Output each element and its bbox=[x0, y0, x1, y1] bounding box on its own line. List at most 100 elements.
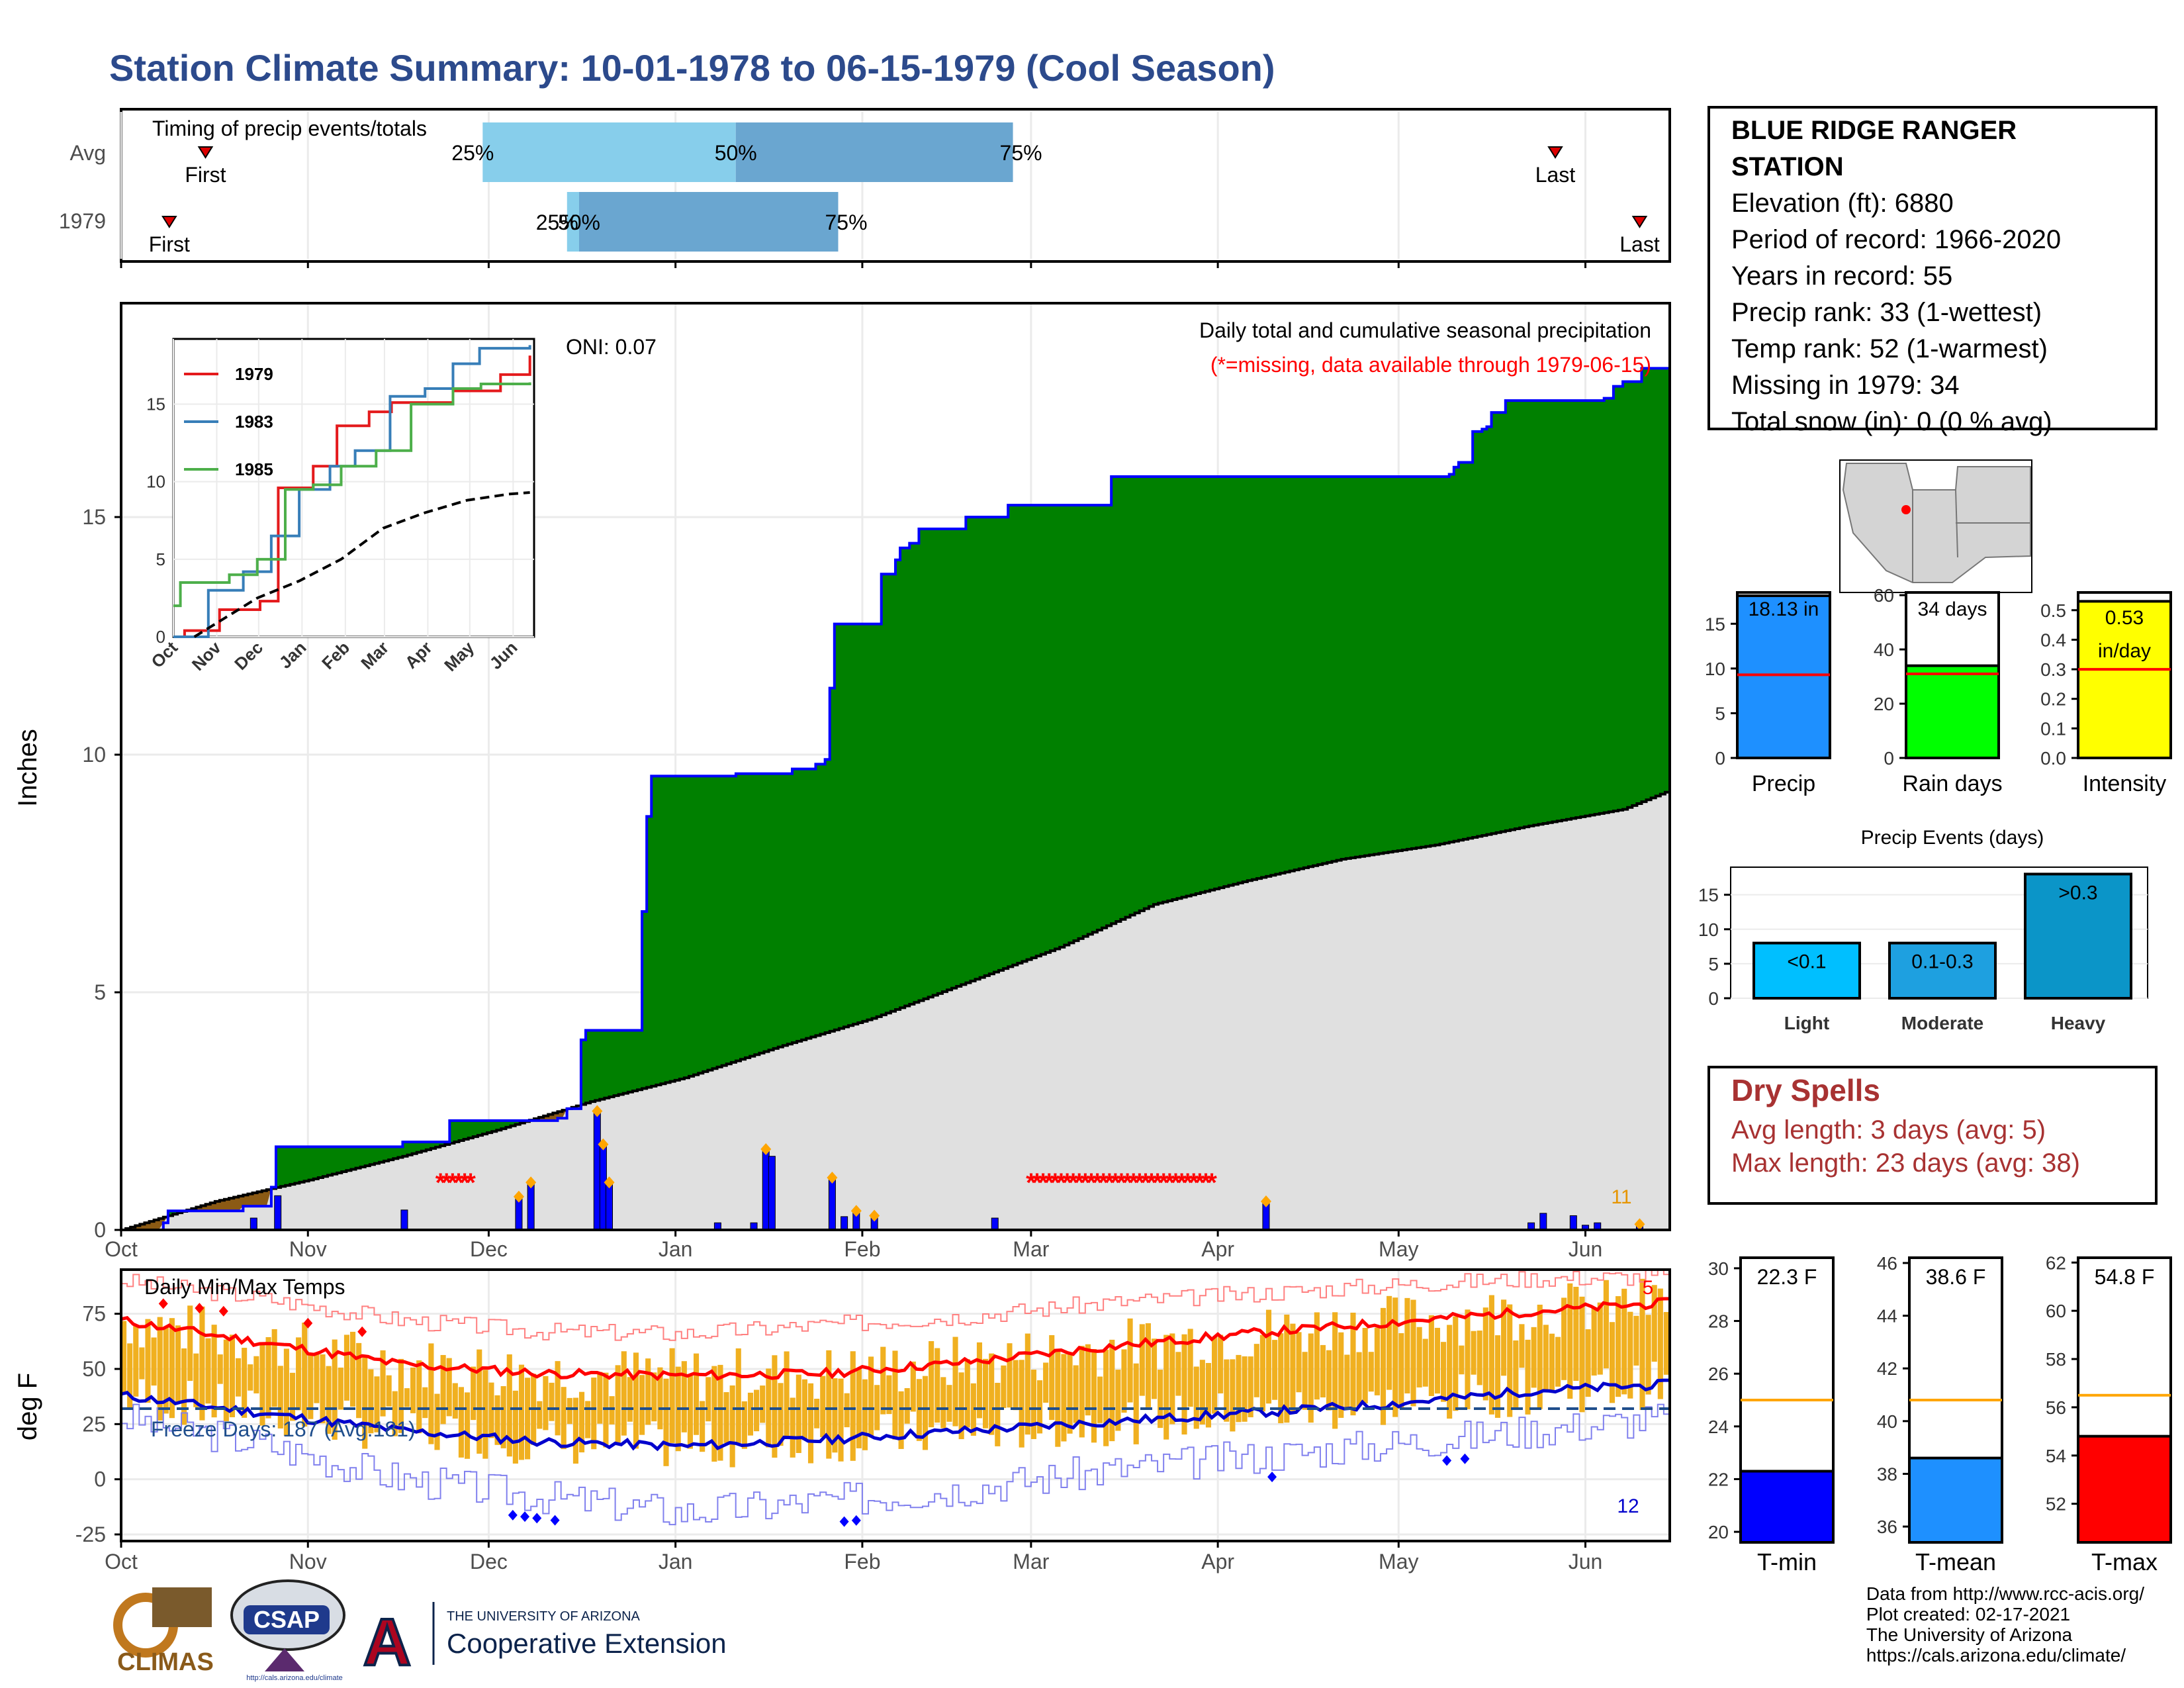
events-bar bbox=[1888, 941, 1997, 1000]
temp-daily-bar bbox=[543, 1376, 549, 1430]
temp-daily-bar bbox=[1019, 1360, 1024, 1448]
temp-daily-bar bbox=[1326, 1350, 1332, 1411]
temp-x-tick-label: Nov bbox=[289, 1550, 327, 1573]
temp-daily-bar bbox=[139, 1347, 145, 1380]
footer-url: https://cals.arizona.edu/climate/ bbox=[1866, 1645, 2126, 1665]
temp-daily-bar bbox=[760, 1385, 766, 1423]
station-precip-rank: Precip rank: 33 (1-wettest) bbox=[1731, 298, 2042, 327]
station-info-panel: BLUE RIDGE RANGER STATION Elevation (ft)… bbox=[1707, 106, 2158, 436]
temp-daily-bar bbox=[380, 1350, 386, 1417]
temp-daily-bar bbox=[1338, 1332, 1344, 1418]
intensity-tick-label: 0.0 bbox=[2040, 748, 2066, 769]
temp-daily-bar bbox=[1621, 1288, 1627, 1395]
temp-summary-label: T-max bbox=[2091, 1548, 2158, 1575]
intensity-summary-unit: in/day bbox=[2098, 640, 2151, 662]
temp-daily-bar bbox=[645, 1358, 651, 1425]
precip-y-tick-label: 15 bbox=[82, 505, 106, 529]
temp-daily-bar bbox=[663, 1378, 669, 1466]
inset-legend-label: 1985 bbox=[235, 459, 273, 479]
temp-daily-bar bbox=[488, 1382, 494, 1438]
daily-precip-bar bbox=[274, 1195, 282, 1231]
record-high-marker bbox=[158, 1298, 168, 1309]
ua-logo: A THE UNIVERSITY OF ARIZONA Cooperative … bbox=[362, 1602, 727, 1681]
temp-daily-bar bbox=[790, 1397, 796, 1458]
temp-y-tick-label: -25 bbox=[75, 1523, 106, 1546]
missing-day-marker: * bbox=[459, 1168, 470, 1197]
temp-daily-bar bbox=[512, 1390, 518, 1464]
missing-day-marker: * bbox=[1098, 1168, 1109, 1197]
missing-day-marker: * bbox=[1104, 1168, 1115, 1197]
temp-daily-bar bbox=[1073, 1365, 1079, 1423]
temp-x-tick-label: May bbox=[1379, 1550, 1418, 1573]
temp-daily-bar bbox=[1453, 1316, 1459, 1411]
precip-tick-label: 5 bbox=[1715, 703, 1725, 724]
tmax-avg-line bbox=[120, 1297, 1670, 1382]
temp-daily-bar bbox=[970, 1383, 976, 1436]
temp-daily-bar bbox=[976, 1342, 983, 1419]
temp-daily-bar bbox=[934, 1348, 940, 1423]
temp-daily-bar bbox=[687, 1375, 693, 1449]
temp-daily-bar bbox=[1434, 1327, 1441, 1394]
record-low-marker bbox=[1460, 1453, 1470, 1464]
precip-x-tick-label: Feb bbox=[844, 1237, 880, 1261]
events-bar bbox=[2024, 872, 2132, 1000]
daily-precip-bar bbox=[768, 1156, 776, 1231]
inset-legend-label: 1979 bbox=[235, 364, 273, 384]
temp-daily-bar bbox=[1501, 1299, 1507, 1376]
temp-summary-bars: 20 22 24 26 28 30 22.3 F T-min 36 38 40 42 44 46 38.6 … bbox=[1708, 1252, 2172, 1575]
temp-daily-bar bbox=[711, 1366, 717, 1462]
daily-precip-marker bbox=[827, 1172, 838, 1184]
temp-y-tick-label: 0 bbox=[94, 1468, 106, 1491]
temp-daily-bar bbox=[1374, 1327, 1380, 1395]
temp-summary-tick-label: 24 bbox=[1708, 1417, 1729, 1437]
temp-daily-bar bbox=[127, 1343, 133, 1409]
precip-x-tick-label: Dec bbox=[470, 1237, 508, 1261]
temp-daily-bar bbox=[826, 1350, 832, 1459]
daily-precip-marker bbox=[592, 1105, 603, 1117]
temp-daily-bar bbox=[615, 1365, 621, 1444]
temp-daily-bar bbox=[1163, 1335, 1169, 1440]
temp-daily-bar bbox=[747, 1392, 754, 1436]
temp-daily-bar bbox=[1133, 1363, 1139, 1444]
missing-day-marker: * bbox=[1050, 1168, 1060, 1197]
temp-daily-bar bbox=[349, 1331, 356, 1407]
temp-daily-bar bbox=[597, 1372, 603, 1424]
temp-daily-bar bbox=[603, 1372, 609, 1448]
events-bar bbox=[1752, 941, 1861, 1000]
missing-day-marker: * bbox=[1189, 1168, 1199, 1197]
locator-map bbox=[1839, 459, 2032, 593]
temp-daily-bar bbox=[904, 1387, 910, 1424]
missing-day-marker: * bbox=[1026, 1168, 1036, 1197]
temp-daily-bar bbox=[343, 1335, 349, 1401]
missing-day-marker: * bbox=[453, 1168, 464, 1197]
observed-cumulative-line bbox=[121, 367, 1670, 1231]
climas-logo-text: CLIMAS bbox=[117, 1648, 214, 1676]
temp-daily-bar bbox=[1007, 1343, 1013, 1408]
missing-day-marker: * bbox=[1068, 1168, 1079, 1197]
precip-x-tick-label: Jun bbox=[1569, 1237, 1603, 1261]
temp-daily-bar bbox=[157, 1317, 163, 1421]
timing-p75-label: 75% bbox=[825, 211, 867, 234]
temp-daily-bar bbox=[766, 1368, 772, 1448]
oni-label: ONI: 0.07 bbox=[566, 335, 657, 359]
temp-daily-bar bbox=[1416, 1327, 1422, 1387]
daily-precip-marker bbox=[513, 1190, 524, 1203]
temp-daily-bar bbox=[1477, 1331, 1482, 1385]
timing-last-label: Last bbox=[1535, 163, 1576, 187]
temp-daily-bar bbox=[302, 1323, 308, 1427]
temp-daily-bar bbox=[946, 1385, 952, 1422]
daily-precip-marker bbox=[1260, 1195, 1271, 1207]
temp-daily-bar bbox=[952, 1336, 958, 1427]
temp-daily-bar bbox=[1332, 1312, 1338, 1429]
temp-daily-bar bbox=[458, 1387, 464, 1458]
footer-university: The University of Arizona bbox=[1866, 1624, 2073, 1645]
above-normal-area bbox=[121, 368, 1670, 1231]
raindays-summary-value: 34 days bbox=[1917, 598, 1987, 620]
temp-daily-bar bbox=[1091, 1348, 1097, 1443]
timing-last-label: Last bbox=[1619, 232, 1660, 256]
temp-daily-bar bbox=[856, 1368, 862, 1448]
temp-y-tick-label: 75 bbox=[82, 1302, 106, 1326]
missing-day-marker: * bbox=[1116, 1168, 1127, 1197]
csap-mountain bbox=[265, 1648, 304, 1671]
